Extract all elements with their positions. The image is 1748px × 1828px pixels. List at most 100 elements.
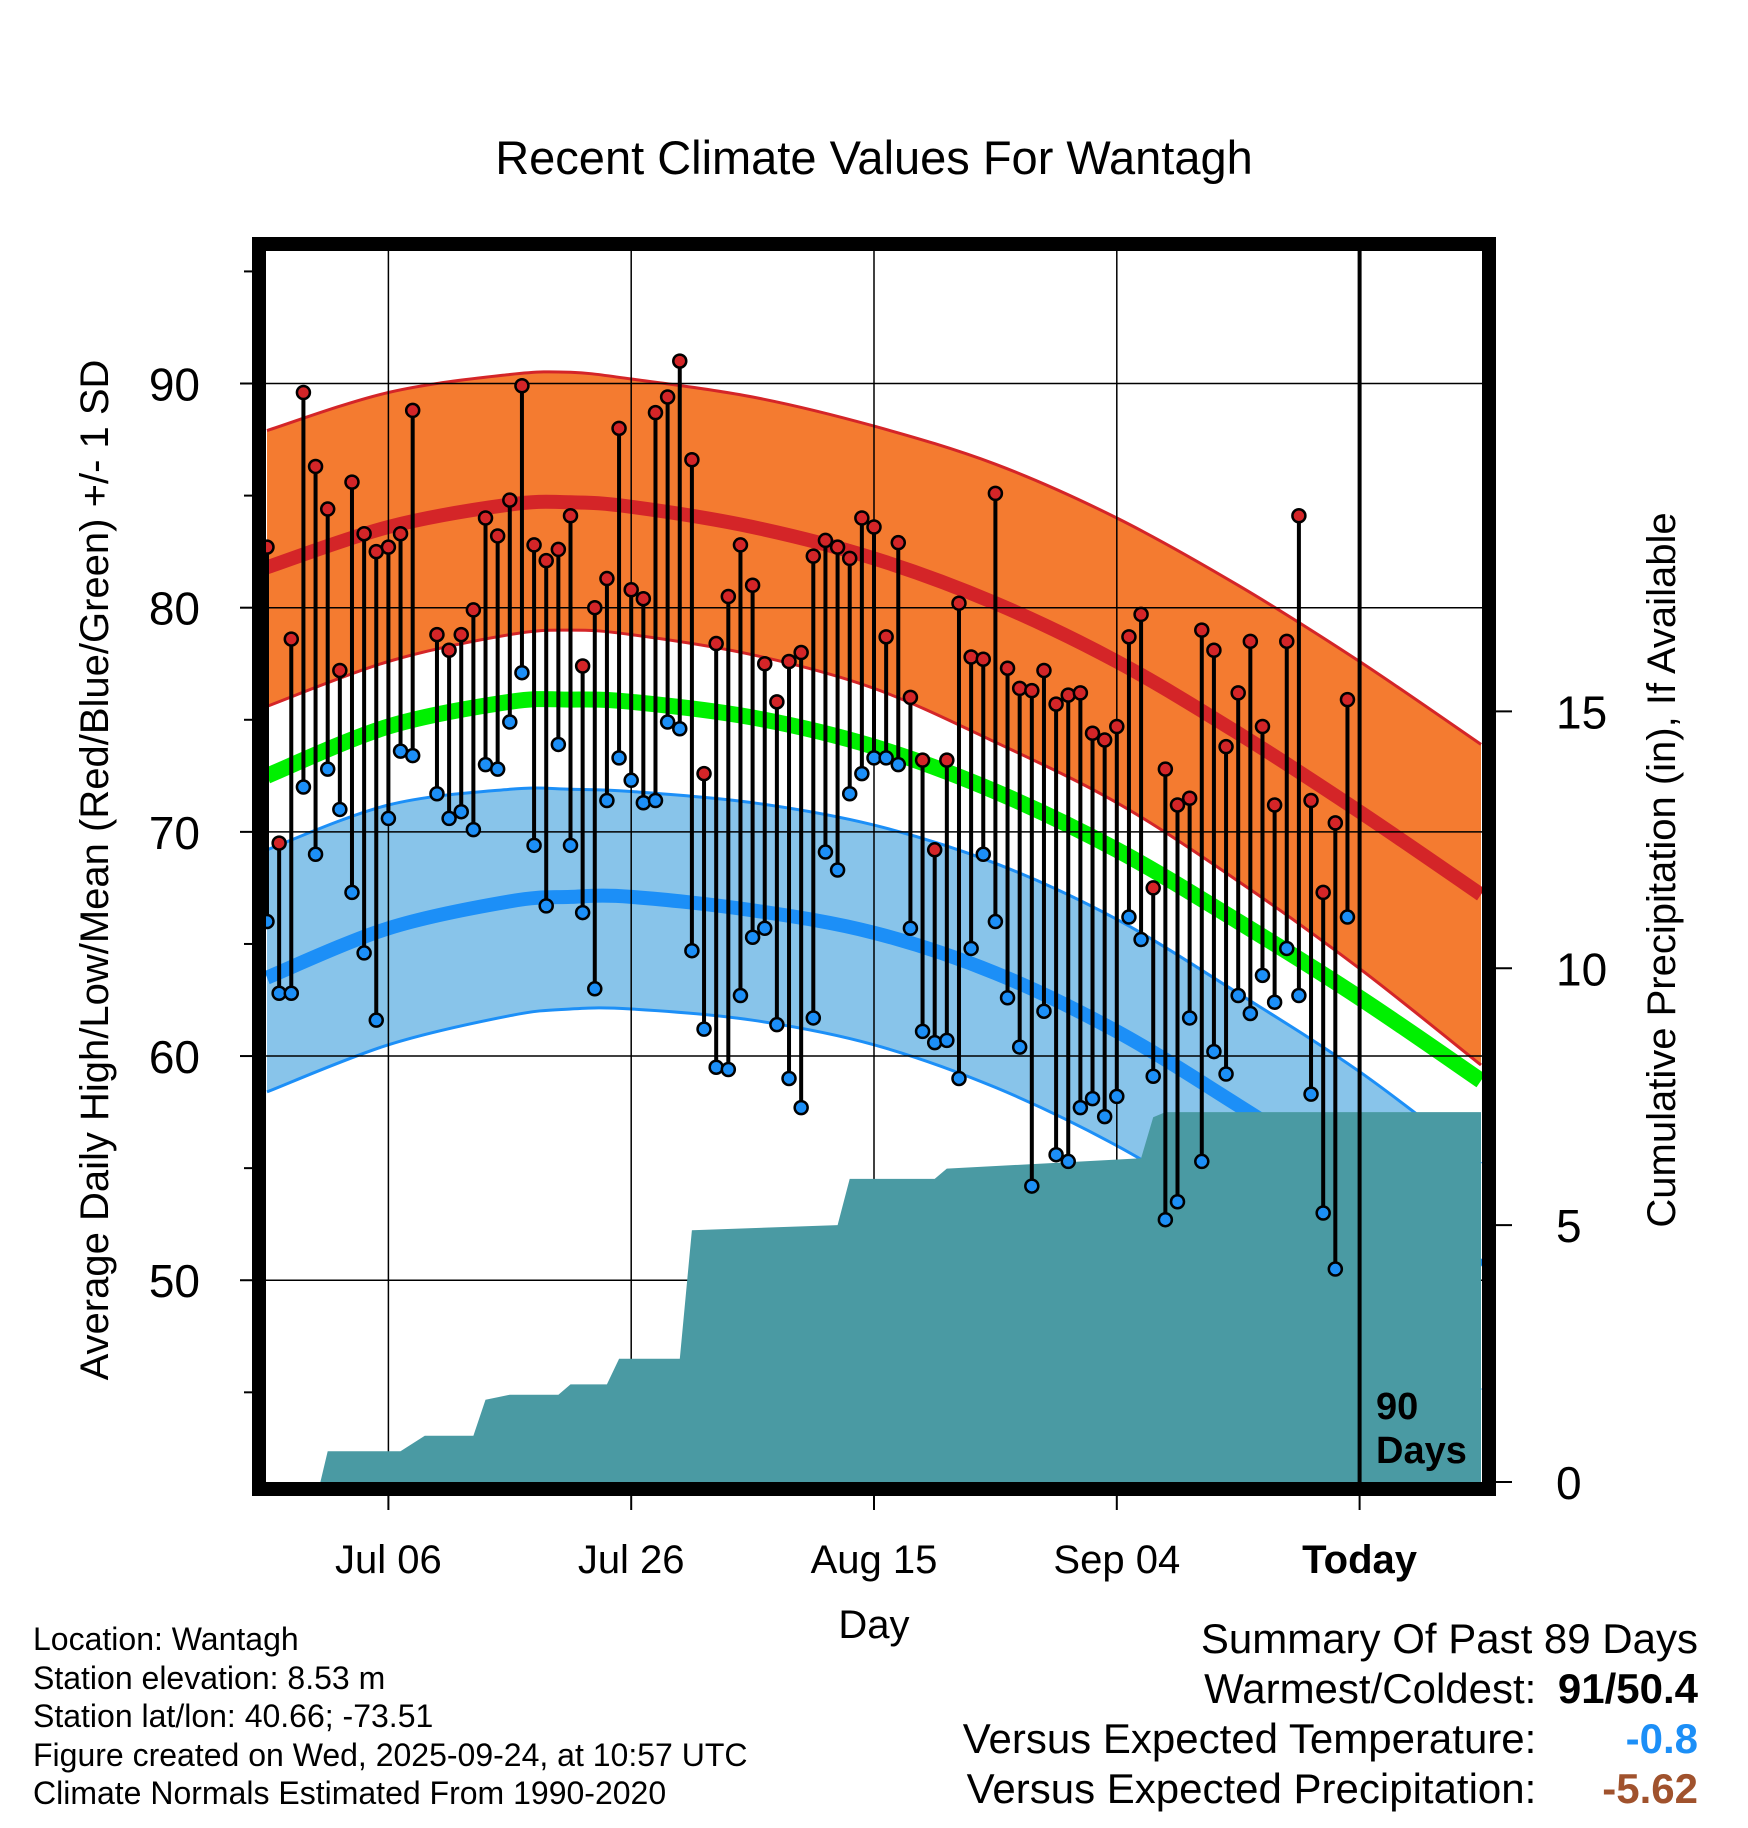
observed-high-point [538, 552, 554, 569]
observed-high-point [841, 550, 858, 567]
high-lower-sd-line [266, 628, 1482, 1067]
observed-low-point [647, 792, 664, 809]
observed-high-point [829, 539, 846, 555]
observed-high-point [756, 655, 773, 672]
observed-high-point [489, 528, 506, 544]
precipitation-departure-row: Versus Expected Precipitation: -5.62 [963, 1764, 1698, 1814]
observed-low-point [404, 747, 421, 764]
observed-high-point [914, 752, 931, 768]
observed-high-point [708, 635, 724, 652]
x-tick-label: Jul 26 [578, 1538, 685, 1582]
observed-high-point [635, 590, 652, 607]
x-tick-label: Jul 06 [335, 1538, 442, 1582]
created-text: Figure created on Wed, 2025-09-24, at 10… [33, 1736, 748, 1773]
observed-low-point [1084, 1090, 1101, 1107]
observed-high-point [574, 658, 591, 674]
observed-low-point [1121, 909, 1137, 925]
y-tick-label: 90 [149, 359, 200, 411]
observed-high-point [1181, 790, 1198, 806]
observed-low-point [1315, 1205, 1331, 1221]
observed-low-point [951, 1070, 967, 1087]
observed-low-point [526, 837, 542, 854]
observed-high-point [1303, 792, 1319, 809]
y-tick-label: 60 [149, 1031, 200, 1083]
observed-low-point [1072, 1099, 1089, 1116]
chart-title: Recent Climate Values For Wantagh [495, 131, 1253, 184]
temperature-departure-label: Versus Expected Temperature: [962, 1715, 1537, 1762]
observed-low-point [465, 821, 482, 838]
observed-high-point [332, 662, 348, 679]
observed-high-point [1133, 606, 1149, 623]
warmest-coldest-label: Warmest/Coldest: [1204, 1665, 1537, 1712]
warmest-value: 91 [1557, 1665, 1605, 1712]
observed-low-point [295, 779, 312, 795]
observed-low-point [1279, 940, 1295, 957]
observed-low-point [562, 837, 579, 854]
observed-low-point [1194, 1153, 1210, 1170]
observed-low-point [1024, 1178, 1040, 1194]
observed-low-point [307, 846, 324, 863]
normal-high-line [264, 494, 1485, 901]
summary-panel: Summary Of Past 89 Days Warmest/Coldest:… [963, 1614, 1698, 1814]
observed-high-point [963, 649, 979, 665]
observed-high-point [939, 752, 955, 768]
observed-high-point [866, 519, 882, 535]
observed-low-point [1242, 1005, 1259, 1022]
observed-high-point [271, 835, 287, 851]
observed-low-point [708, 1059, 724, 1076]
observed-low-point [1303, 1086, 1319, 1102]
observed-high-point [307, 458, 324, 475]
observed-high-point [878, 629, 894, 645]
observed-low-point [696, 1021, 712, 1037]
observed-low-point [1291, 987, 1307, 1004]
observed-low-point [574, 904, 591, 921]
observed-low-point [319, 761, 336, 777]
observed-high-point [1218, 738, 1234, 755]
observed-low-point [999, 990, 1016, 1006]
y2-tick-label: 5 [1556, 1200, 1582, 1252]
observed-high-point [404, 402, 421, 419]
observed-high-point [514, 378, 530, 394]
warmest-coldest-values: 91/50.4 [1548, 1664, 1698, 1714]
observed-high-point [793, 644, 809, 661]
observed-high-point [817, 532, 834, 549]
observed-low-point [878, 750, 894, 766]
temperature-departure-value: -0.8 [1625, 1715, 1698, 1762]
observed-high-point [1011, 680, 1028, 697]
observed-high-point [1072, 685, 1089, 701]
observed-high-point [611, 420, 627, 437]
observed-low-point [356, 945, 372, 961]
warmest-coldest-row: Warmest/Coldest: 91/50.4 [963, 1664, 1698, 1714]
observed-low-point [1133, 931, 1149, 948]
observed-high-point [951, 595, 967, 611]
x-tick-label: Sep 04 [1053, 1538, 1180, 1582]
observed-high-point [684, 451, 700, 468]
observed-low-point [380, 810, 397, 827]
observed-low-point [732, 987, 749, 1004]
location-text: Location: Wantagh [33, 1621, 299, 1657]
normals-text: Climate Normals Estimated From 1990-2020 [33, 1775, 667, 1811]
summary-heading: Summary Of Past 89 Days [1200, 1615, 1698, 1662]
observed-high-point [599, 570, 615, 587]
observed-high-point [1339, 691, 1356, 708]
observed-low-point [429, 786, 445, 802]
observed-low-point [769, 1016, 785, 1033]
observed-high-point [1145, 880, 1161, 896]
observed-low-point [805, 1010, 822, 1026]
observed-low-point [1206, 1043, 1222, 1060]
observed-low-point [368, 1012, 385, 1028]
observed-low-point [756, 920, 773, 937]
observed-low-point [332, 801, 348, 818]
observed-high-point [1096, 732, 1113, 748]
observed-high-point [769, 694, 785, 710]
observed-low-point [502, 714, 518, 730]
observed-low-point [1230, 987, 1246, 1004]
observed-low-point [939, 1032, 955, 1049]
y-tick-label: 70 [149, 807, 200, 859]
observed-low-point [1157, 1211, 1174, 1228]
observed-low-point [659, 714, 676, 730]
observed-low-point [1036, 1003, 1052, 1019]
low-upper-sd-line [266, 786, 1482, 1165]
observed-low-point [1011, 1039, 1028, 1055]
observed-low-point [599, 792, 615, 809]
